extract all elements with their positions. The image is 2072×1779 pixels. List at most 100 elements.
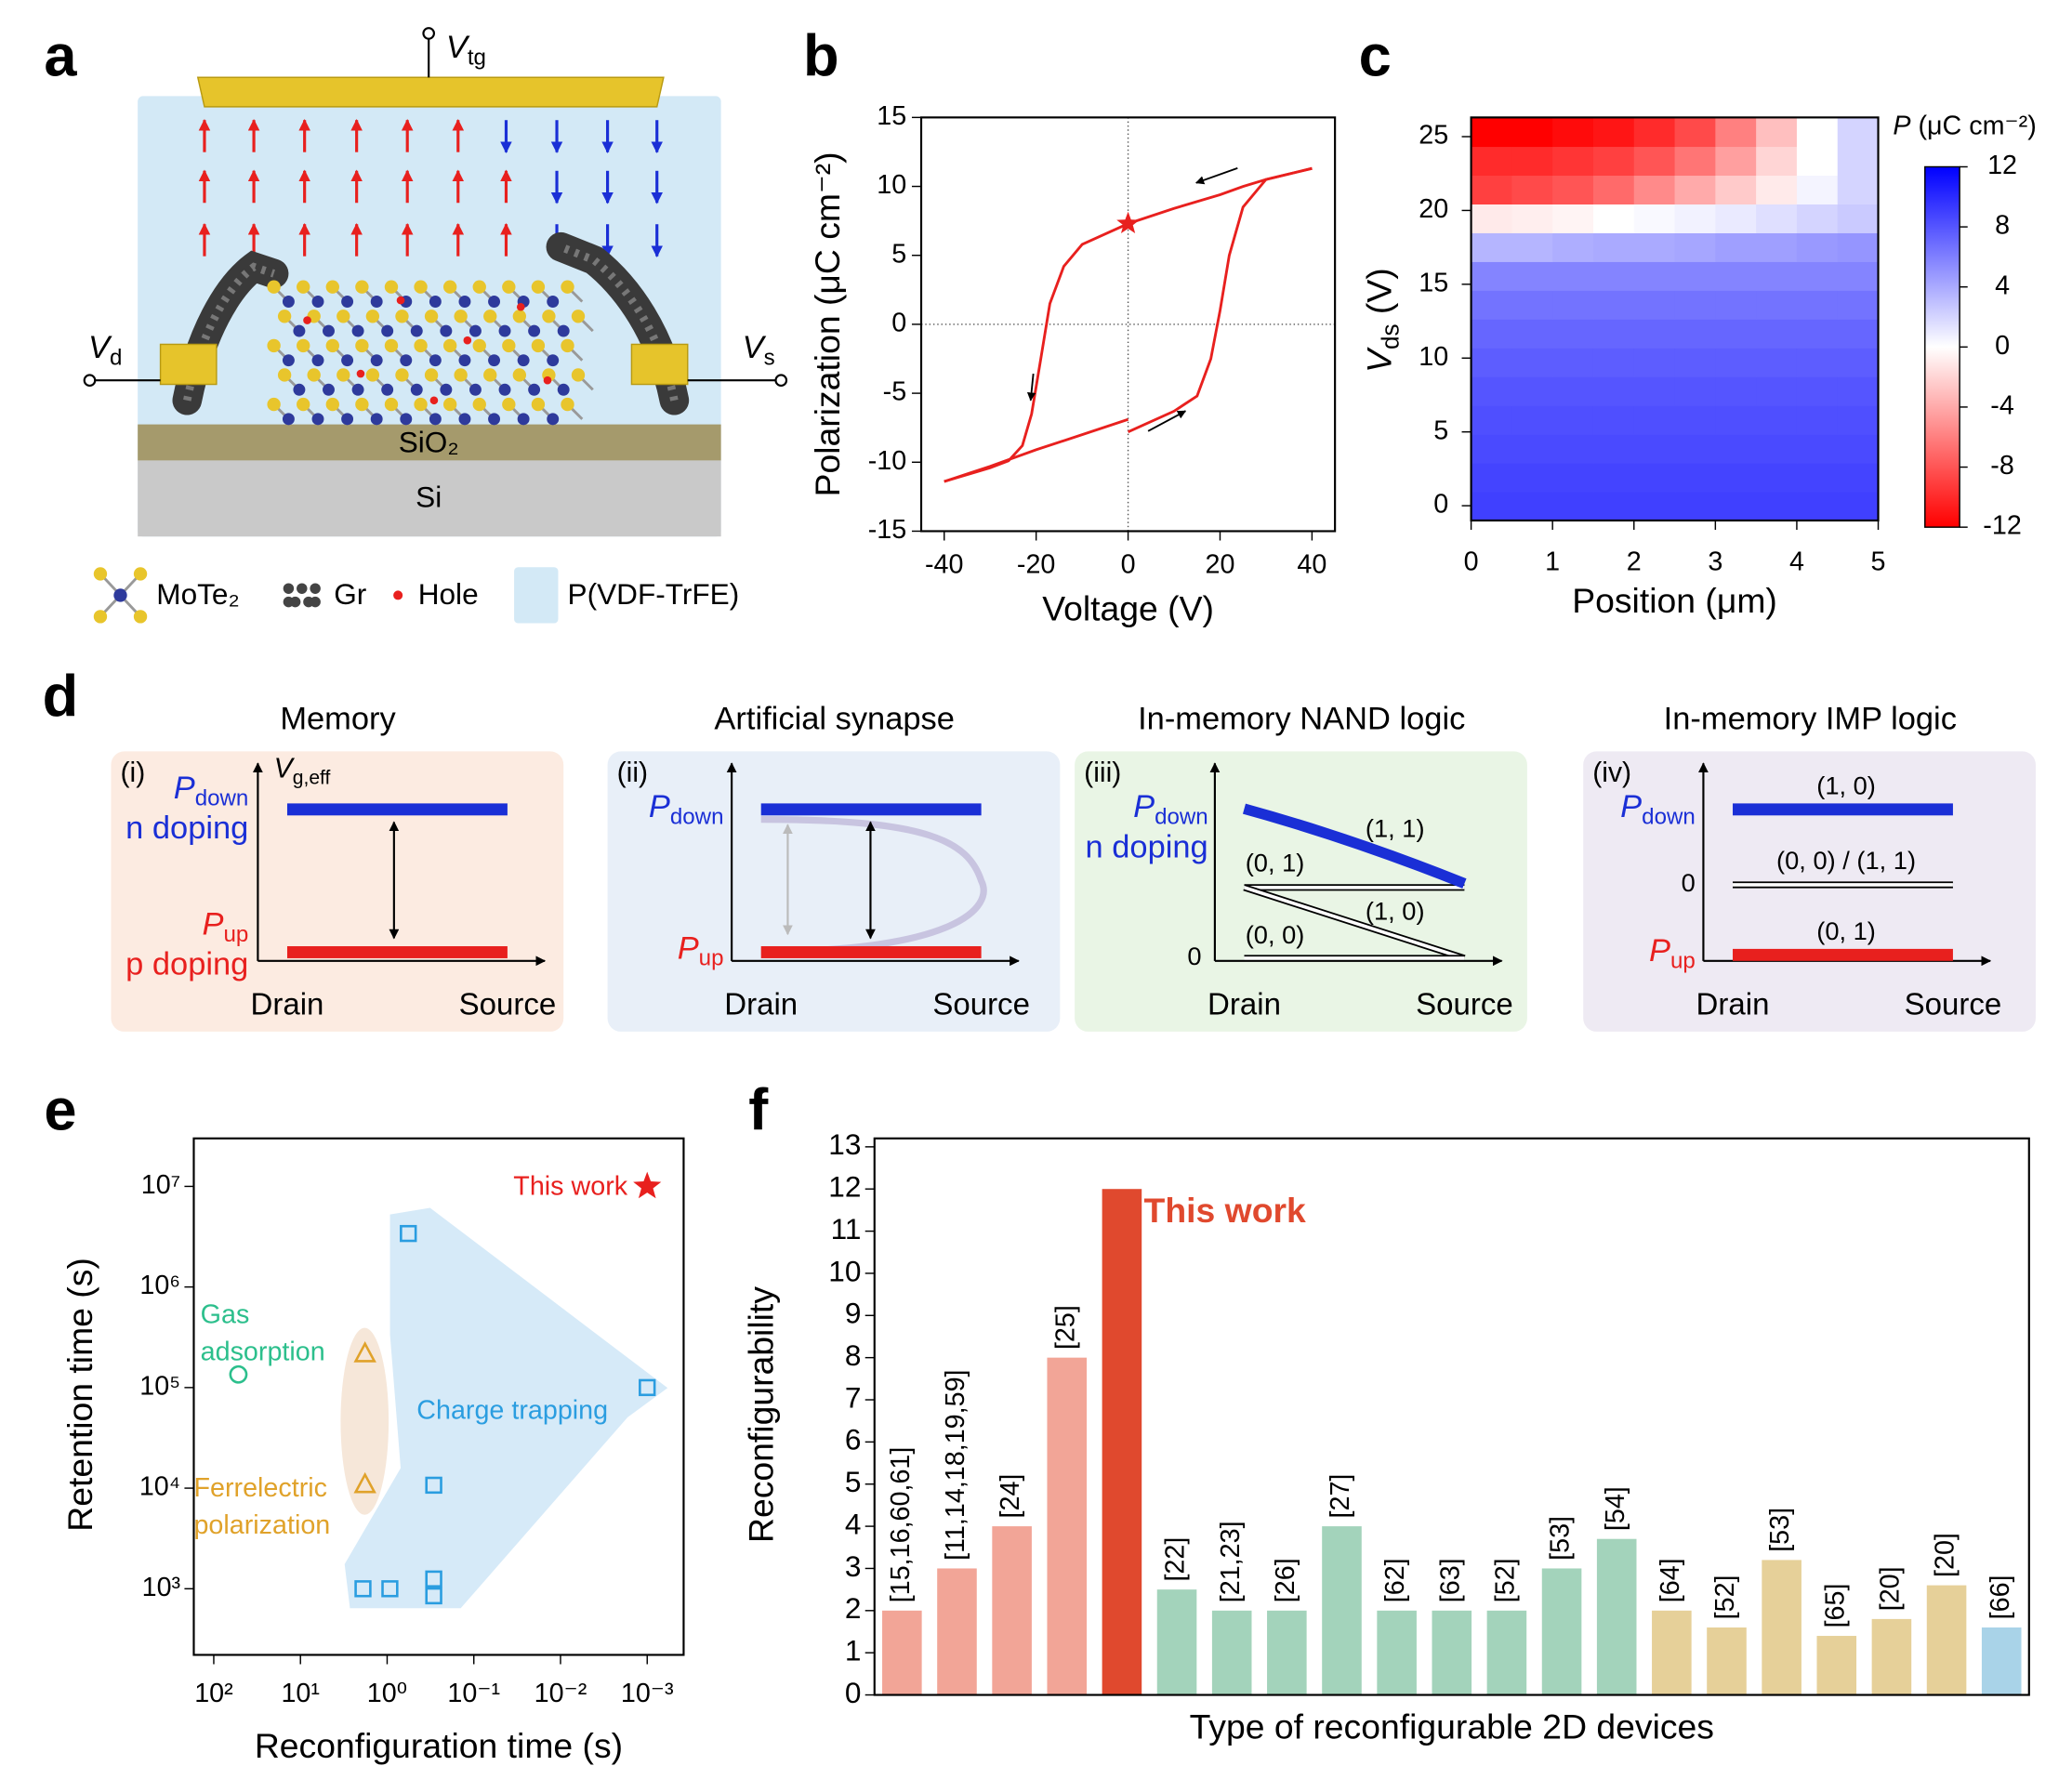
heatmap-cell — [1837, 261, 1880, 291]
heatmap-cell — [1674, 146, 1717, 177]
p-up-label-part: up — [224, 922, 249, 947]
x-tick-label: 10¹ — [281, 1679, 320, 1708]
te-atom — [561, 338, 574, 353]
te-atom — [267, 338, 281, 353]
hole — [303, 316, 311, 324]
axis-label: Source — [1416, 986, 1513, 1021]
heatmap-cell — [1552, 261, 1594, 291]
heatmap-cell — [1674, 290, 1717, 320]
y-tick-label: 1 — [845, 1634, 862, 1667]
heatmap-cell — [1633, 232, 1676, 262]
te-atom — [384, 338, 399, 353]
bar-label: [20] — [1875, 1566, 1905, 1611]
heatmap-cell — [1633, 261, 1676, 291]
x-tick-label: 4 — [1789, 547, 1804, 577]
mo-atom — [323, 383, 335, 396]
te-atom — [355, 397, 369, 412]
heatmap-cell — [1837, 492, 1880, 521]
point — [639, 1378, 656, 1397]
x-tick-label: 10⁻¹ — [447, 1679, 500, 1708]
heatmap-cell — [1592, 175, 1635, 204]
y-tick-label: 20 — [1419, 194, 1448, 224]
heatmap-cell — [1552, 463, 1594, 493]
region — [340, 1327, 389, 1515]
heatmap-cell — [1471, 232, 1513, 262]
icon — [514, 567, 559, 624]
mo-atom — [547, 354, 560, 367]
heatmap-cell — [1633, 405, 1676, 435]
mo-atom — [293, 324, 306, 337]
te-atom — [454, 368, 468, 382]
y-tick-label: 7 — [845, 1380, 862, 1414]
bar — [1981, 1627, 2022, 1695]
doping-label: p doping — [125, 947, 248, 982]
icon — [283, 583, 295, 594]
te-atom — [325, 397, 339, 412]
source-label: Vs — [743, 330, 775, 371]
te-atom — [442, 338, 457, 353]
drain-label: Vd — [88, 330, 122, 371]
bar-label: [27] — [1326, 1474, 1355, 1519]
te-atom — [571, 368, 586, 382]
y-tick-label: 4 — [845, 1507, 862, 1540]
mo-atom — [410, 383, 423, 396]
heatmap-cell — [1756, 232, 1798, 262]
axis-label: Source — [459, 986, 557, 1021]
point — [229, 1364, 248, 1384]
heatmap-cell — [1715, 175, 1757, 204]
axis-label: Vg,eff — [274, 753, 331, 788]
te-atom — [531, 280, 546, 294]
x-tick-label: 0 — [1464, 547, 1479, 577]
mo-atom — [293, 383, 306, 396]
series-label: Gas — [201, 1299, 250, 1329]
state-label: (0, 1) — [1816, 916, 1876, 945]
mo-atom — [370, 413, 383, 426]
mo-atom — [458, 296, 471, 308]
heatmap-cell — [1674, 405, 1717, 435]
heatmap-cell — [1796, 117, 1839, 148]
heatmap-cell — [1552, 204, 1594, 233]
te-atom — [297, 338, 310, 353]
x-tick-label: 40 — [1297, 549, 1326, 579]
source-label-part: s — [764, 346, 775, 371]
bar-label: [21,23] — [1216, 1521, 1246, 1602]
bar-label: [20] — [1931, 1533, 1960, 1577]
heatmap-cell — [1633, 319, 1676, 349]
p-up-label: Pup — [678, 930, 724, 971]
state-label: (1, 0) — [1366, 896, 1425, 925]
heatmap-cell — [1837, 348, 1880, 377]
mo-atom — [498, 324, 511, 337]
hysteresis-line — [944, 417, 1129, 483]
te-atom — [414, 397, 428, 412]
heatmap-cell — [1796, 204, 1839, 233]
si-layer — [138, 460, 721, 537]
bar-label: [15,16,60,61] — [886, 1447, 916, 1603]
graphene-right-dots — [559, 243, 679, 402]
colorbar-label-part: (μC cm⁻²) — [1910, 111, 2036, 140]
operation-tag: (iii) — [1084, 758, 1121, 788]
bar — [1871, 1618, 1912, 1695]
heatmap-cell — [1471, 117, 1513, 148]
axis-label: Drain — [1208, 986, 1281, 1021]
heatmap-cell — [1796, 376, 1839, 406]
te-atom — [442, 280, 457, 294]
bar — [1432, 1610, 1472, 1695]
point — [381, 1580, 399, 1598]
y-axis-label: Vds (V) — [1359, 268, 1404, 373]
heatmap-cell — [1511, 175, 1553, 204]
heatmap-cell — [1552, 434, 1594, 464]
star-marker — [1116, 211, 1140, 233]
series-label: This work — [513, 1171, 627, 1201]
bar — [1652, 1610, 1692, 1695]
heatmap-cell — [1715, 376, 1757, 406]
p-down-label: Pdown — [1620, 789, 1696, 830]
bar-label: [62] — [1380, 1558, 1410, 1602]
y-axis-label-part: ds — [1376, 323, 1404, 349]
y-tick-label: 0 — [1433, 490, 1448, 520]
state-line — [1243, 886, 1465, 960]
heatmap-cell — [1715, 492, 1757, 521]
x-tick-label: 20 — [1206, 549, 1235, 579]
mo-atom — [429, 413, 442, 426]
te-atom — [384, 397, 399, 412]
axis-label-part: g,eff — [293, 767, 331, 788]
